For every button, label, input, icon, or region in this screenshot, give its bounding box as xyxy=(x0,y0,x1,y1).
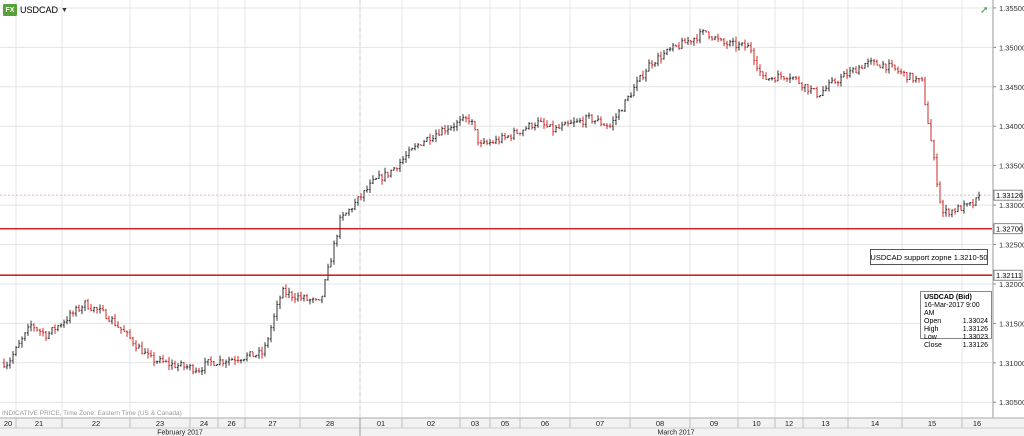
info-title: USDCAD (Bid) xyxy=(924,294,972,301)
info-label: Open xyxy=(924,318,942,325)
footer-note: INDICATIVE PRICE, Time Zone: Eastern Tim… xyxy=(2,410,182,417)
price-label-box xyxy=(993,223,1023,235)
time-axis: 20 21 22 23 24 26 27 28 01 02 03 05 06 07 08 09 10 12 13 14… xyxy=(0,417,1024,436)
x-day-label: 01 xyxy=(377,419,385,428)
info-value: 1.33126 xyxy=(962,326,988,333)
x-day-label: 26 xyxy=(227,419,235,428)
y-tick-label: 1.34500 xyxy=(999,83,1024,92)
month-label: February 2017 xyxy=(157,430,203,436)
chevron-down-icon[interactable]: ▼ xyxy=(61,6,68,14)
symbol-selector[interactable]: FX USDCAD ▼ xyxy=(3,3,68,17)
info-datetime: 16-Mar-2017 9:00 AM xyxy=(924,302,980,317)
info-value: 1.33024 xyxy=(962,318,988,325)
current-price-label: 1.33126 xyxy=(996,191,1023,200)
x-day-label: 07 xyxy=(596,419,604,428)
y-tick-label: 1.31500 xyxy=(999,319,1024,328)
info-value: 1.33126 xyxy=(962,342,988,349)
x-day-label: 15 xyxy=(928,419,936,428)
x-day-label: 22 xyxy=(92,419,100,428)
x-day-label: 02 xyxy=(427,419,435,428)
x-day-label: 08 xyxy=(656,419,664,428)
info-label: Close xyxy=(924,342,942,349)
price-label-box xyxy=(993,269,1023,281)
x-day-label: 09 xyxy=(710,419,718,428)
fx-icon: FX xyxy=(3,4,17,16)
y-tick-label: 1.35000 xyxy=(999,43,1024,52)
info-value: 1.33023 xyxy=(962,334,988,341)
x-day-label: 24 xyxy=(200,419,208,428)
chart-annotation[interactable]: USDCAD support zopne 1.3210-50 xyxy=(870,249,988,265)
x-day-label: 06 xyxy=(541,419,549,428)
x-day-label: 13 xyxy=(821,419,829,428)
info-row-high: High 1.33126 xyxy=(924,326,988,334)
x-day-label: 05 xyxy=(501,419,509,428)
y-tick-label: 1.32500 xyxy=(999,241,1024,250)
info-label: High xyxy=(924,326,939,333)
info-row-close: Close 1.33126 xyxy=(924,342,988,350)
pin-icon[interactable]: ➚ xyxy=(980,5,989,16)
info-label: Low xyxy=(924,334,937,341)
y-tick-label: 1.31000 xyxy=(999,359,1024,368)
ohlc-bars xyxy=(2,28,981,376)
x-day-label: 14 xyxy=(871,419,879,428)
x-day-label: 10 xyxy=(752,419,760,428)
price-axis: 1.30500 1.31000 1.31500 1.32000 1.32500 1.330… xyxy=(992,0,1024,418)
y-tick-label: 1.34000 xyxy=(999,122,1024,131)
symbol-label: USDCAD xyxy=(20,5,59,15)
info-row-open: Open 1.33024 xyxy=(924,318,988,326)
x-day-label: 03 xyxy=(471,419,479,428)
x-day-label: 21 xyxy=(35,419,43,428)
y-tick-label: 1.33500 xyxy=(999,162,1024,171)
month-label: March 2017 xyxy=(658,430,695,436)
x-day-label: 12 xyxy=(785,419,793,428)
time-axis-strip xyxy=(0,418,1024,436)
y-tick-label: 1.32000 xyxy=(999,280,1024,289)
y-tick-label: 1.30500 xyxy=(999,398,1024,407)
y-tick-label: 1.35500 xyxy=(999,4,1024,13)
ohlc-info-box: USDCAD (Bid) 16-Mar-2017 9:00 AM Open 1.3… xyxy=(920,291,992,349)
y-tick-label: 1.33000 xyxy=(999,201,1024,210)
x-day-label: 20 xyxy=(4,419,12,428)
annotation-text: USDCAD support zopne 1.3210-50 xyxy=(870,252,988,262)
x-day-label: 16 xyxy=(973,419,981,428)
current-price-box xyxy=(993,189,1023,201)
price-label: 1.32700 xyxy=(996,225,1023,234)
x-day-label: 27 xyxy=(268,419,276,428)
x-day-label: 28 xyxy=(326,419,334,428)
price-label: 1.32111 xyxy=(996,271,1022,280)
support-levels: 1.32700 1.32111 1.33126 xyxy=(0,189,1023,281)
chart-grid xyxy=(0,0,992,417)
x-day-label: 23 xyxy=(156,419,164,428)
info-row-low: Low 1.33023 xyxy=(924,334,988,342)
